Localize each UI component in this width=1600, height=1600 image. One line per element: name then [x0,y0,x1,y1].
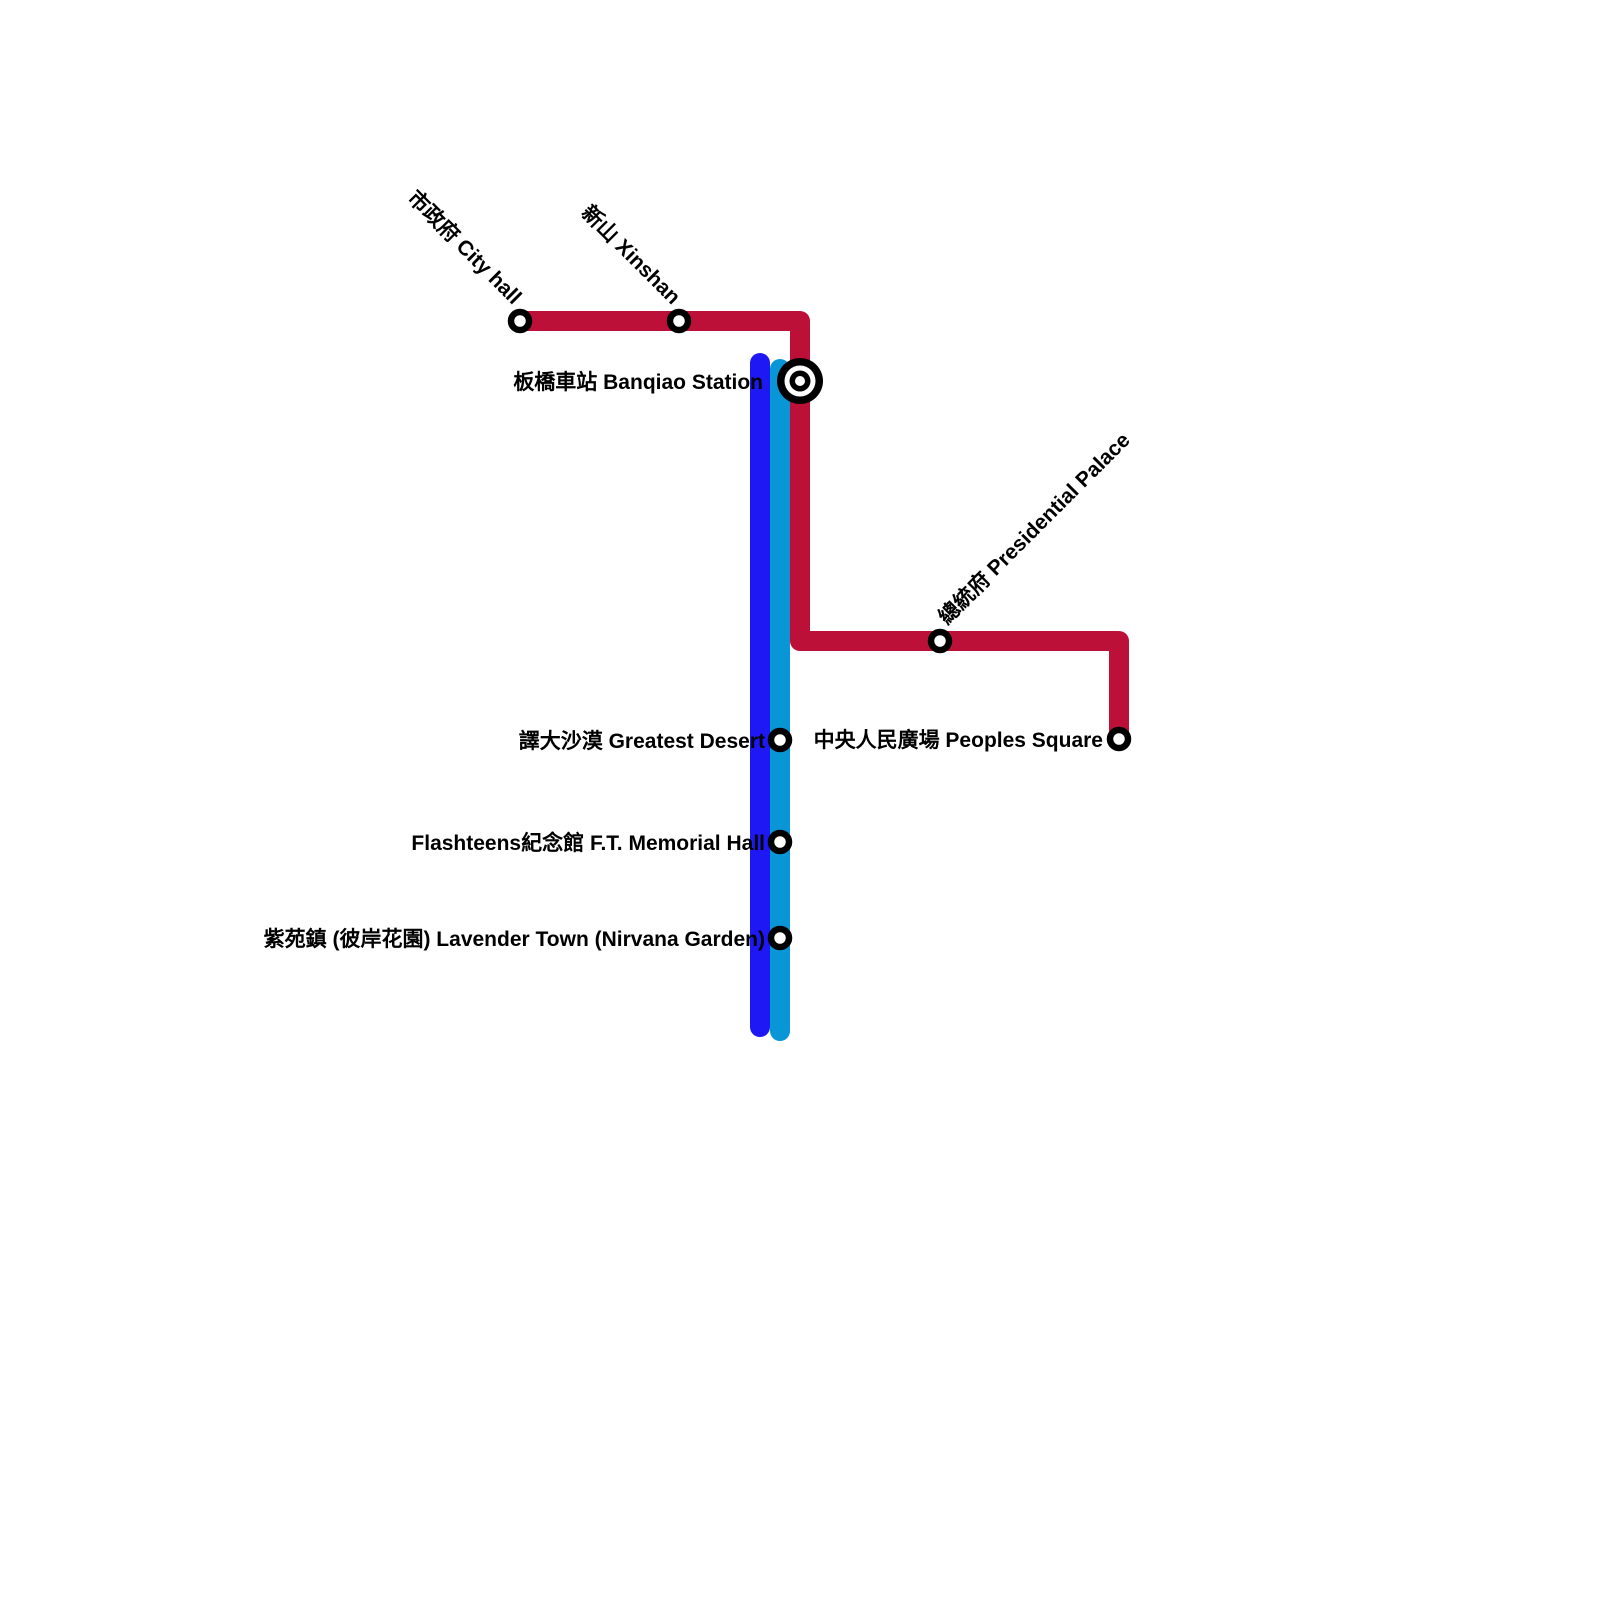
station-label-ft-memorial-hall: Flashteens紀念館 F.T. Memorial Hall [411,831,765,855]
station-circle [507,308,533,334]
red-line [510,311,1129,749]
station-marker-city-hall [507,308,533,334]
station-label-peoples-square: 中央人民廣場 Peoples Square [814,728,1103,752]
station-label-lavender-town: 紫苑鎮 (彼岸花園) Lavender Town (Nirvana Garden… [264,927,765,951]
station-marker-xinshan [666,308,692,334]
station-circle [927,628,953,654]
station-circle [1106,726,1132,752]
station-label-presidential-palace: 總統府 Presidential Palace [934,428,1135,629]
station-marker-lavender-town [767,925,793,951]
station-label-greatest-desert: 譯大沙漠 Greatest Desert [519,729,765,753]
station-circle [666,308,692,334]
station-label-banqiao-station: 板橋車站 Banqiao Station [513,370,763,394]
station-marker-greatest-desert [767,727,793,753]
station-marker-peoples-square [1106,726,1132,752]
station-marker-presidential-palace [927,628,953,654]
station-marker-ft-memorial-hall [767,829,793,855]
station-label-city-hall: 市政府 City hall [403,186,526,309]
station-circle [767,727,793,753]
station-marker-banqiao-station [777,358,823,404]
station-label-xinshan: 新山 Xinshan [577,200,686,309]
station-circle [767,925,793,951]
station-circle [767,829,793,855]
interchange-ring [795,376,805,386]
